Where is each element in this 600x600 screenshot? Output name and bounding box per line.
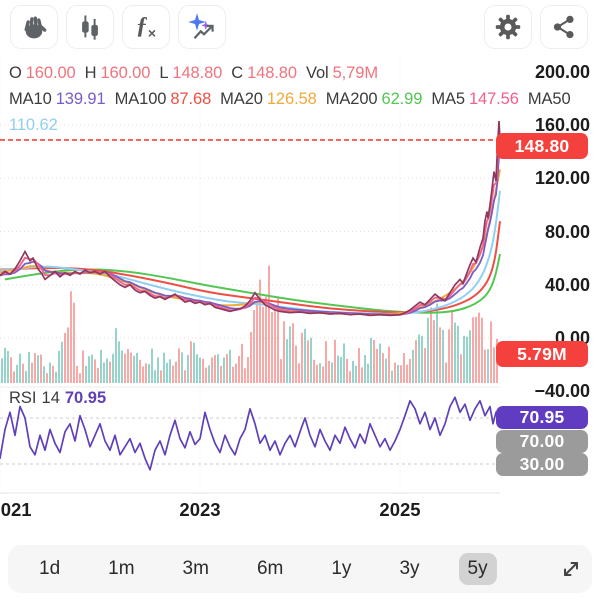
timeframe-3m[interactable]: 3m [174,553,218,585]
share-button[interactable] [540,5,588,49]
ai-trend-button[interactable] [178,5,226,49]
timeframe-3y[interactable]: 3y [390,553,428,585]
ai-sparkle-trend-icon [187,12,217,42]
gear-icon [494,13,522,41]
hand-icon [19,12,49,42]
rsi-value-badge: 70.95 [496,406,588,429]
settings-button[interactable] [484,5,532,49]
rsi-oversold-badge: 30.00 [496,453,588,476]
timeframe-1m[interactable]: 1m [99,553,143,585]
indicator-fx-button[interactable]: ƒ× [122,5,170,49]
timeframe-1y[interactable]: 1y [322,553,360,585]
current-price-badge: 148.80 [496,133,588,159]
timeframe-5y[interactable]: 5y [458,553,497,585]
share-icon [551,14,577,40]
top-toolbar: ƒ× [0,5,600,51]
current-volume-badge: 5.79M [496,341,588,367]
candlestick-tool-button[interactable] [66,5,114,49]
rsi-overbought-badge: 70.00 [496,430,588,453]
timeframe-bar: 1d 1m 3m 6m 1y 3y 5y [8,545,592,593]
candlestick-icon [76,12,104,42]
fullscreen-button[interactable] [557,555,585,583]
expand-icon [559,557,583,581]
pan-tool-button[interactable] [10,5,58,49]
timeframe-6m[interactable]: 6m [248,553,292,585]
fx-icon: ƒ× [135,13,157,41]
timeframe-1d[interactable]: 1d [30,553,69,585]
